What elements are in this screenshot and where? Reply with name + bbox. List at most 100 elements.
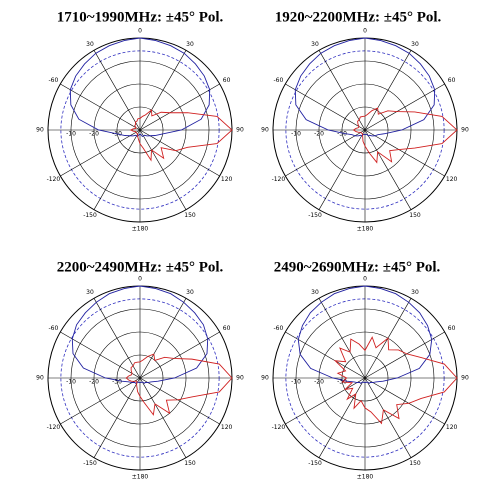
spoke — [60, 129, 141, 177]
spoke — [60, 377, 141, 425]
spoke — [139, 377, 187, 458]
angle-label: 30 — [86, 41, 94, 48]
ring-label: -30 — [337, 131, 347, 138]
angle-label: 90 — [36, 375, 44, 382]
spoke — [318, 377, 366, 458]
angle-label: 30 — [411, 289, 419, 296]
angle-label: -150 — [83, 212, 97, 219]
angle-label: 150 — [409, 460, 421, 467]
angle-label: -60 — [273, 325, 283, 332]
spoke — [139, 83, 220, 131]
angle-label: -120 — [47, 176, 61, 183]
angle-label: 90 — [261, 375, 269, 382]
polar-chart: 1710~1990MHz: ±45° Pol.-10 -20 -3003060901… — [36, 9, 244, 232]
ring-label: -20 — [314, 379, 324, 386]
angle-label: 30 — [411, 41, 419, 48]
angle-label: ±180 — [357, 226, 374, 233]
spoke — [285, 129, 366, 177]
spoke — [364, 331, 445, 379]
spoke — [318, 50, 366, 131]
spoke — [364, 377, 412, 458]
angle-label: ±180 — [357, 474, 374, 481]
ring-label: -20 — [314, 131, 324, 138]
spoke — [285, 377, 366, 425]
pattern-line — [69, 37, 211, 138]
polar-chart: 2490~2690MHz: ±45° Pol.-10 -20 -3003060901… — [261, 259, 469, 480]
pattern-line — [333, 336, 458, 425]
spoke — [364, 50, 412, 131]
angle-label: 0 — [138, 28, 142, 35]
angle-label: -60 — [48, 77, 58, 84]
angle-label: 0 — [138, 276, 142, 283]
angle-label: -60 — [48, 325, 58, 332]
polar-chart: 1920~2200MHz: ±45° Pol. -10 -20 -30 0 30 60 90 1… — [261, 9, 469, 232]
angle-label: 120 — [446, 176, 458, 183]
spoke — [364, 377, 445, 425]
spoke — [93, 50, 141, 131]
spoke — [364, 83, 445, 131]
angle-label: ±180 — [132, 474, 149, 481]
pattern-line — [125, 353, 233, 416]
pattern-line — [71, 285, 209, 384]
pattern-line — [294, 37, 436, 137]
spoke — [364, 129, 412, 210]
angle-label: 60 — [223, 77, 231, 84]
chart-title: 2490~2690MHz: ±45° Pol. — [274, 259, 441, 275]
angle-label: 90 — [261, 127, 269, 134]
angle-label: 60 — [223, 325, 231, 332]
angle-label: ±180 — [132, 226, 149, 233]
spoke — [285, 83, 366, 131]
angle-label: 0 — [363, 28, 367, 35]
angle-label: 90 — [236, 127, 244, 134]
angle-label: 150 — [409, 212, 421, 219]
angle-label: 120 — [446, 424, 458, 431]
ring-label: -20 — [89, 131, 99, 138]
angle-label: -150 — [308, 460, 322, 467]
spoke — [93, 298, 141, 379]
angle-label: 30 — [311, 41, 319, 48]
spoke — [93, 377, 141, 458]
angle-label: 90 — [236, 375, 244, 382]
angle-label: 60 — [448, 325, 456, 332]
pattern-line — [297, 285, 433, 384]
angle-label: -60 — [273, 77, 283, 84]
chart-title: 1920~2200MHz: ±45° Pol. — [275, 9, 442, 25]
angle-label: 90 — [36, 127, 44, 134]
angle-label: 90 — [461, 127, 469, 134]
ring-label: -10 — [291, 379, 301, 386]
ring-label: -30 — [112, 379, 122, 386]
spoke — [139, 331, 220, 379]
angle-label: 0 — [363, 276, 367, 283]
spoke — [139, 129, 187, 210]
angle-label: 150 — [184, 212, 196, 219]
spoke — [364, 129, 445, 177]
angle-label: -150 — [83, 460, 97, 467]
angle-label: 30 — [186, 289, 194, 296]
spoke — [285, 331, 366, 379]
spoke — [318, 129, 366, 210]
polar-chart: 2200~2490MHz: ±45° Pol. -10 -20 -30 0 30 60 90 1… — [36, 259, 244, 480]
angle-label: 120 — [221, 176, 233, 183]
angle-label: 150 — [184, 460, 196, 467]
angle-label: 30 — [311, 289, 319, 296]
spoke — [318, 298, 366, 379]
angle-label: -150 — [308, 212, 322, 219]
ring-label: -10 — [66, 131, 76, 138]
spoke — [93, 129, 141, 210]
spoke — [60, 83, 141, 131]
angle-label: 30 — [86, 289, 94, 296]
spoke — [139, 50, 187, 131]
pattern-line — [352, 107, 458, 164]
angle-label: 120 — [221, 424, 233, 431]
angle-label: -120 — [272, 176, 286, 183]
spoke — [139, 377, 220, 425]
chart-title: 2200~2490MHz: ±45° Pol. — [57, 259, 224, 275]
angle-label: -120 — [47, 424, 61, 431]
angle-label: 90 — [461, 375, 469, 382]
spoke — [139, 129, 220, 177]
pattern-line — [129, 109, 233, 162]
ring-label: -20 — [89, 379, 99, 386]
angle-label: -120 — [272, 424, 286, 431]
angle-label: 60 — [448, 77, 456, 84]
